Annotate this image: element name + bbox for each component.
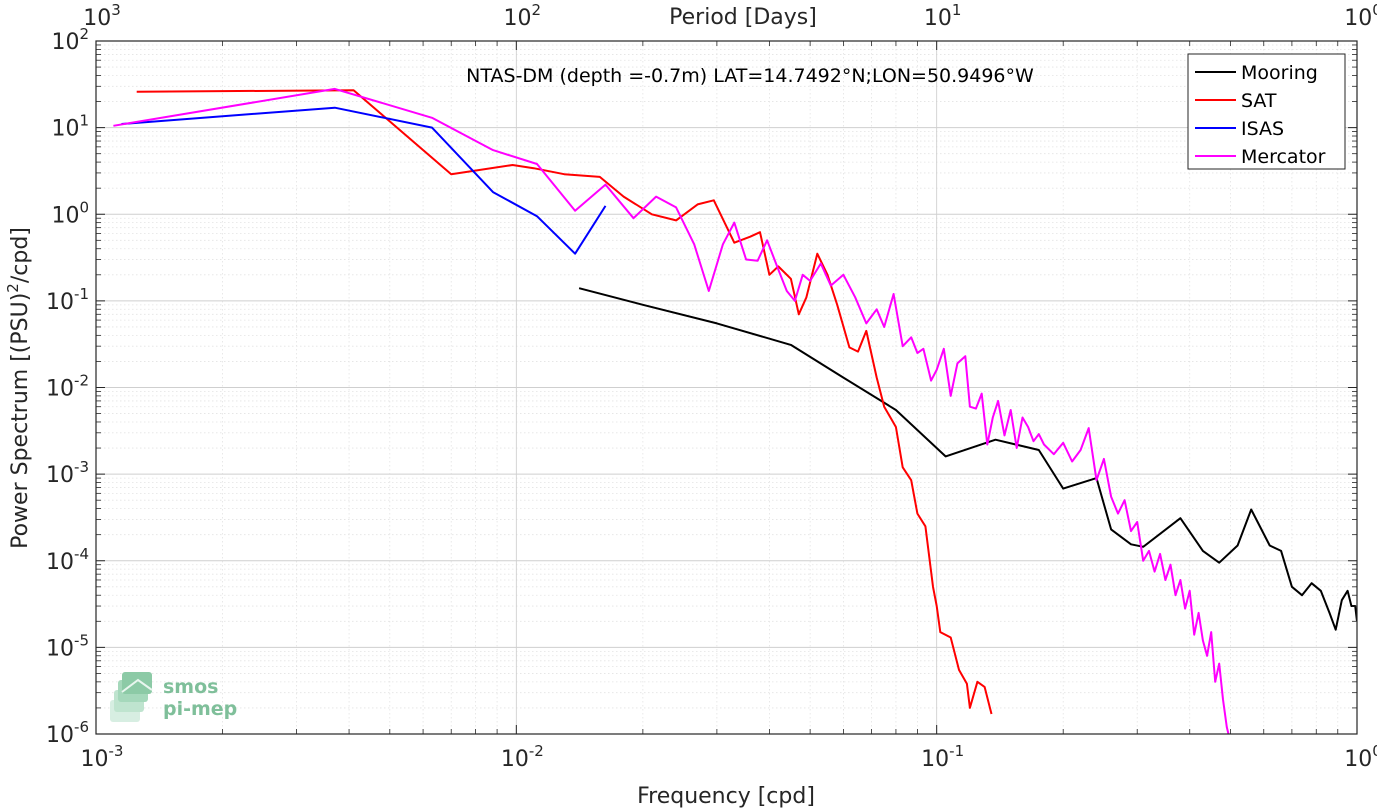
top-tick-label-base: 10 xyxy=(924,6,952,31)
y-axis-title: Power Spectrum [(PSU)2/cpd] xyxy=(4,227,33,549)
top-tick-label-base: 10 xyxy=(1344,6,1372,31)
y-tick-label-exp: -4 xyxy=(74,545,89,563)
top-tick-label-exp: 1 xyxy=(952,1,962,19)
top-tick-label-exp: 3 xyxy=(111,1,121,19)
chart-title: NTAS-DM (depth =-0.7m) LAT=14.7492°N;LON… xyxy=(466,65,1034,87)
series-line-mercator xyxy=(113,87,1230,734)
y-tick-label-base: 10 xyxy=(51,117,79,142)
logo-text-pimep: pi-mep xyxy=(163,698,237,720)
x-tick-label-base: 10 xyxy=(921,747,949,772)
x-tick-label-exp: -3 xyxy=(109,742,124,760)
y-tick-label: 102 xyxy=(51,25,89,55)
x-tick-label-exp: 0 xyxy=(1372,742,1377,760)
top-tick-label: 100 xyxy=(1344,1,1377,31)
top-tick-label-exp: 0 xyxy=(1372,1,1377,19)
x-tick-label-exp: -2 xyxy=(529,742,544,760)
x-tick-label: 100 xyxy=(1344,742,1377,772)
legend-items: Mooring SAT ISAS Mercator xyxy=(1195,62,1326,168)
y-tick-label: 10-6 xyxy=(46,718,89,748)
y-tick-label-exp: 1 xyxy=(79,112,89,130)
x-tick-label-exp: -1 xyxy=(949,742,964,760)
series-line-mooring xyxy=(578,287,1357,631)
y-tick-label-base: 10 xyxy=(46,550,74,575)
y-tick-label-base: 10 xyxy=(46,723,74,748)
y-axis-title-tail: /cpd] xyxy=(8,227,33,283)
legend-label-mercator: Mercator xyxy=(1241,146,1326,168)
legend: Mooring SAT ISAS Mercator xyxy=(1187,53,1346,170)
top-tick-labels: 103102101100 xyxy=(83,1,1377,31)
top-tick-label: 101 xyxy=(924,1,962,31)
top-tick-label-base: 10 xyxy=(83,6,111,31)
y-axis-title-main: Power Spectrum [(PSU) xyxy=(8,293,33,549)
y-tick-label: 101 xyxy=(51,112,89,142)
legend-label-mooring: Mooring xyxy=(1241,62,1318,84)
y-tick-label-exp: -5 xyxy=(74,631,89,649)
y-tick-label-base: 10 xyxy=(46,290,74,315)
x-tick-label: 10-3 xyxy=(81,742,124,772)
y-tick-label-exp: -1 xyxy=(74,285,89,303)
legend-label-isas: ISAS xyxy=(1241,118,1284,140)
series-line-sat xyxy=(136,89,993,715)
y-tick-label-exp: -2 xyxy=(74,372,89,390)
top-axis-title: Period [Days] xyxy=(669,5,817,30)
y-tick-label-exp: -6 xyxy=(74,718,89,736)
legend-box xyxy=(1187,53,1346,170)
x-tick-label: 10-1 xyxy=(921,742,964,772)
x-tick-label: 10-2 xyxy=(501,742,544,772)
minor-grid xyxy=(96,41,1357,734)
layers-icon xyxy=(110,672,153,722)
logo-text-smos: smos xyxy=(163,676,218,698)
y-tick-label-exp: 2 xyxy=(79,25,89,43)
legend-label-sat: SAT xyxy=(1241,90,1277,112)
y-tick-label-base: 10 xyxy=(46,377,74,402)
series-line-isas xyxy=(121,106,607,255)
y-tick-label-base: 10 xyxy=(46,636,74,661)
tick-marks xyxy=(95,40,1358,735)
y-tick-label: 10-2 xyxy=(46,372,89,402)
y-tick-label: 10-4 xyxy=(46,545,89,575)
top-tick-label-exp: 2 xyxy=(532,1,542,19)
top-tick-label: 102 xyxy=(504,1,542,31)
y-tick-label-base: 10 xyxy=(51,30,79,55)
y-tick-label-exp: -3 xyxy=(74,458,89,476)
y-tick-label: 100 xyxy=(51,198,89,228)
y-tick-label-base: 10 xyxy=(51,203,79,228)
y-tick-label: 10-1 xyxy=(46,285,89,315)
series-layer xyxy=(113,87,1357,734)
y-tick-label-base: 10 xyxy=(46,463,74,488)
y-tick-label: 10-5 xyxy=(46,631,89,661)
smos-logo: smos pi-mep xyxy=(110,672,237,722)
y-axis-title-sup: 2 xyxy=(4,283,22,293)
top-tick-label: 103 xyxy=(83,1,121,31)
top-tick-label-base: 10 xyxy=(504,6,532,31)
y-tick-label: 10-3 xyxy=(46,458,89,488)
x-axis-title: Frequency [cpd] xyxy=(637,784,815,809)
x-tick-label-base: 10 xyxy=(501,747,529,772)
y-tick-label-exp: 0 xyxy=(79,198,89,216)
x-tick-label-base: 10 xyxy=(81,747,109,772)
x-tick-label-base: 10 xyxy=(1344,747,1372,772)
